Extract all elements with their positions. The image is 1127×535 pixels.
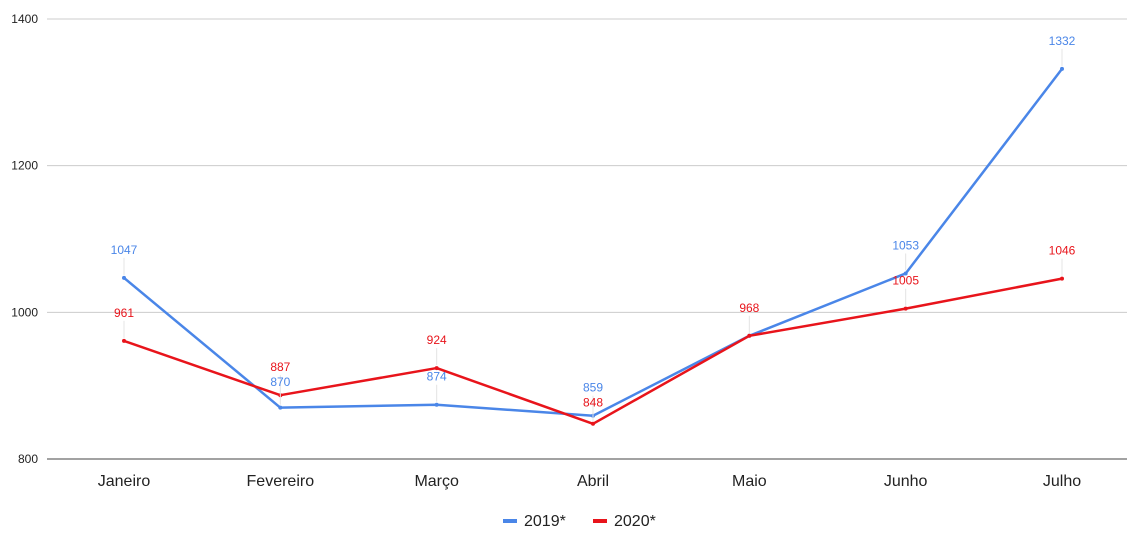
y-tick-label: 1000	[11, 305, 38, 319]
data-point	[903, 271, 908, 276]
x-tick-label: Janeiro	[98, 473, 151, 490]
data-point	[1060, 276, 1064, 281]
data-point	[591, 421, 595, 426]
data-point	[434, 402, 439, 407]
x-tick-label: Junho	[884, 473, 928, 490]
data-point	[122, 275, 126, 280]
y-tick-label: 1200	[11, 159, 38, 173]
gridlines	[47, 18, 1127, 460]
data-label: 887	[270, 360, 290, 374]
x-tick-label: Abril	[577, 473, 609, 490]
data-label: 859	[583, 381, 603, 395]
data-point	[278, 405, 283, 410]
x-axis-ticks: Janeiro Fevereiro Março Abril Maio Junho Julho	[98, 473, 1081, 490]
data-label: 1005	[892, 274, 919, 288]
legend-label: 2020*	[614, 513, 656, 530]
y-tick-label: 1400	[11, 12, 38, 26]
data-label: 1332	[1049, 34, 1076, 48]
x-tick-label: Maio	[732, 473, 767, 490]
data-label: 968	[739, 301, 759, 315]
y-axis-ticks: 800 1000 1200 1400	[11, 12, 38, 466]
data-label: 1046	[1049, 244, 1076, 258]
data-point	[434, 366, 439, 371]
data-label: 961	[114, 306, 134, 320]
data-label: 848	[583, 396, 603, 410]
data-point	[903, 306, 908, 311]
series-line-0	[122, 67, 1064, 417]
y-tick-label: 800	[18, 452, 38, 466]
data-label: 870	[270, 375, 290, 389]
legend-swatch	[593, 519, 607, 523]
data-label: 1047	[111, 243, 138, 257]
data-label: 1053	[892, 238, 919, 252]
x-tick-label: Julho	[1043, 473, 1081, 490]
data-point	[1060, 66, 1064, 71]
data-label: 924	[427, 333, 447, 347]
data-point	[747, 333, 752, 338]
legend-label: 2019*	[524, 513, 566, 530]
data-point	[122, 338, 126, 343]
series-lines	[122, 66, 1064, 426]
legend-swatch	[503, 519, 517, 523]
data-label: 874	[427, 370, 447, 384]
legend: 2019* 2020*	[503, 513, 656, 530]
x-tick-label: Março	[414, 473, 459, 490]
x-tick-label: Fevereiro	[247, 473, 315, 490]
